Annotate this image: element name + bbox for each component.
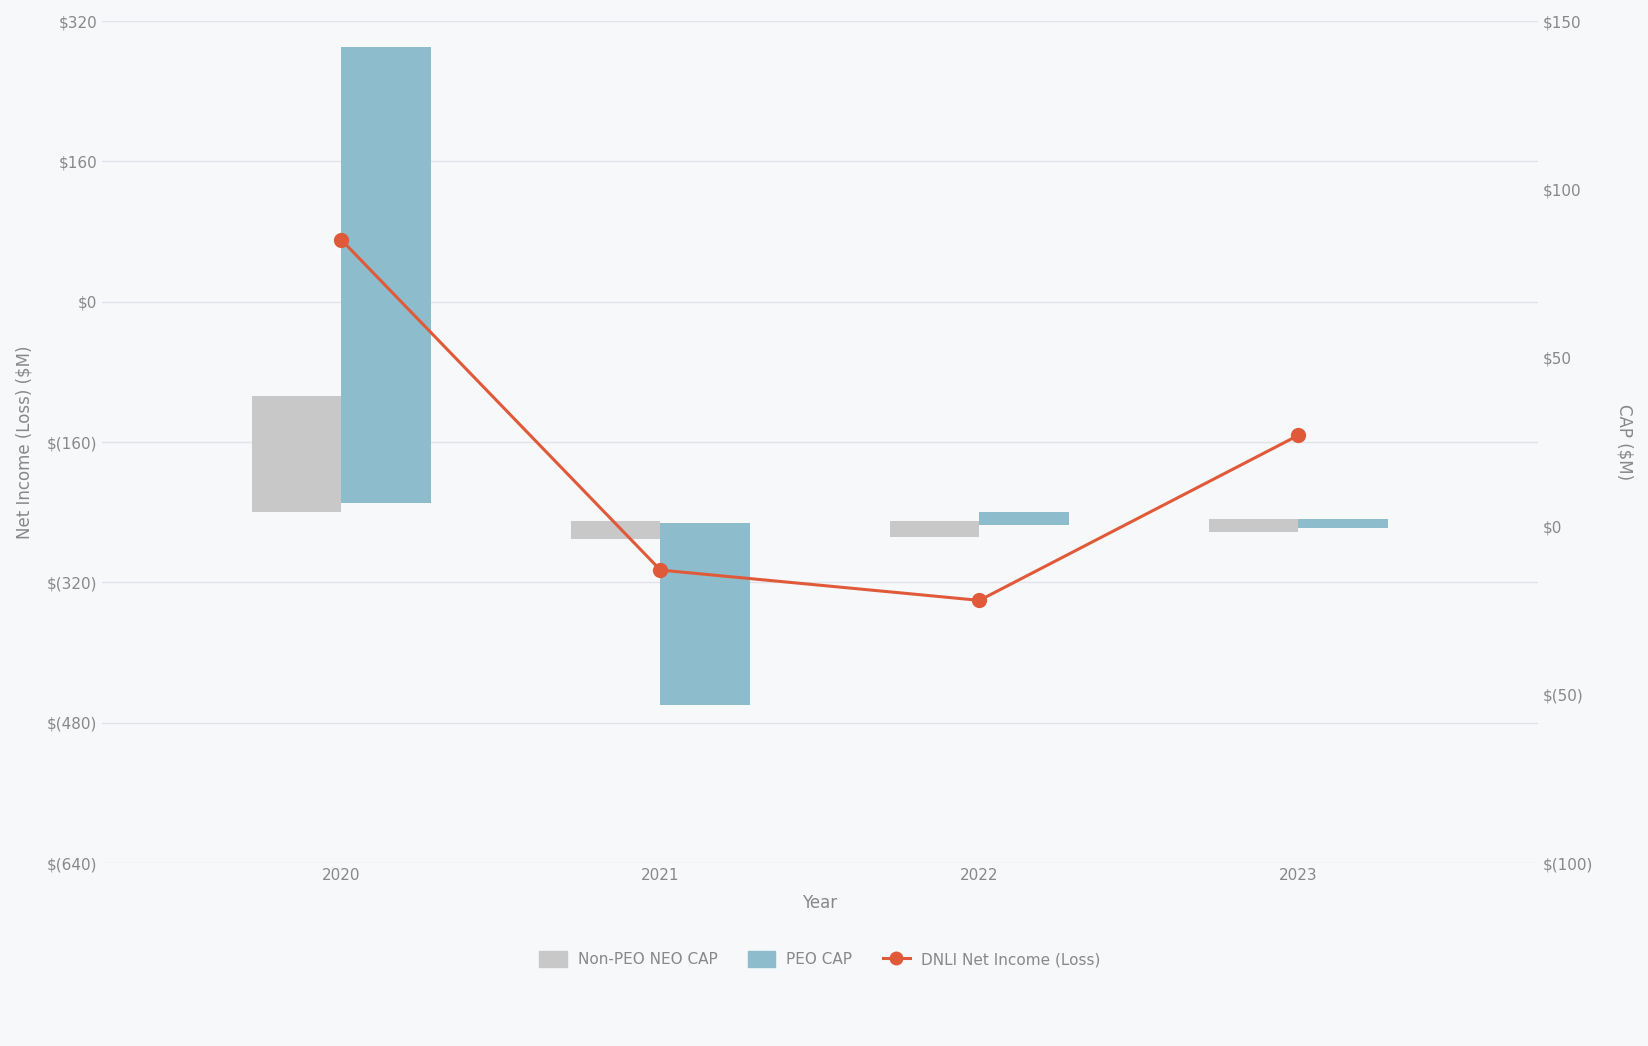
Y-axis label: Net Income (Loss) ($M): Net Income (Loss) ($M) (15, 345, 33, 539)
Legend: Non-PEO NEO CAP, PEO CAP, DNLI Net Income (Loss): Non-PEO NEO CAP, PEO CAP, DNLI Net Incom… (534, 946, 1106, 974)
Bar (661, 523, 750, 705)
X-axis label: Year: Year (803, 894, 837, 912)
Bar (1210, 519, 1299, 531)
Bar (252, 396, 341, 513)
Y-axis label: CAP ($M): CAP ($M) (1615, 404, 1633, 480)
Bar (341, 47, 430, 503)
Bar (572, 521, 661, 539)
Bar (979, 513, 1068, 525)
Bar (1299, 519, 1388, 528)
Bar (890, 521, 979, 537)
